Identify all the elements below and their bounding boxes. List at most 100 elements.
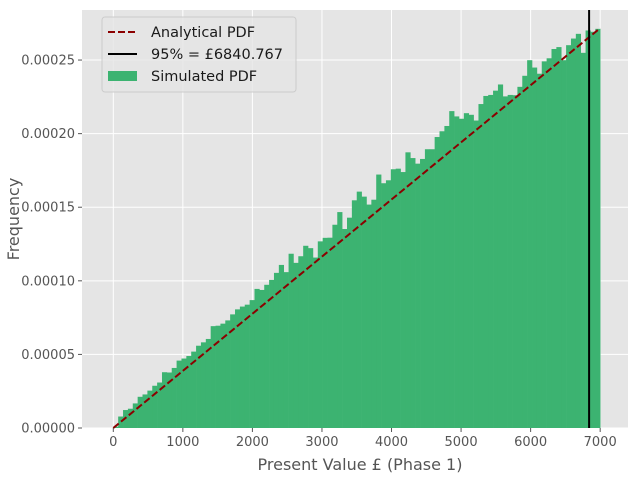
- histogram-bar: [366, 204, 372, 428]
- histogram-bar: [400, 172, 406, 428]
- histogram-bar: [483, 95, 489, 429]
- histogram-bar: [410, 158, 416, 428]
- histogram-bar: [210, 326, 216, 428]
- x-tick-label: 1000: [166, 435, 199, 450]
- histogram-bar: [556, 47, 562, 428]
- histogram-bar: [332, 224, 338, 428]
- axis-ticks: 0 1000 2000 3000 4000 5000 6000 7000 0.00000 0.00…: [21, 54, 616, 450]
- y-axis-title: Frequency: [4, 178, 23, 261]
- histogram-bar: [147, 390, 153, 428]
- histogram-bar: [395, 168, 401, 428]
- x-tick-label: 0: [109, 435, 117, 450]
- legend-label-analytical-pdf: Analytical PDF: [151, 25, 255, 41]
- histogram-bar: [356, 191, 362, 428]
- histogram-bar: [522, 75, 528, 429]
- histogram-bar: [566, 45, 572, 429]
- x-axis-title: Present Value £ (Phase 1): [258, 455, 463, 474]
- histogram-bar: [347, 217, 353, 428]
- histogram-bar: [497, 84, 504, 429]
- histogram-bar: [264, 284, 270, 428]
- histogram-bar: [532, 67, 538, 429]
- histogram-bar: [298, 256, 304, 428]
- histogram-bar: [463, 113, 470, 428]
- histogram-bar: [303, 245, 309, 428]
- histogram-bar: [317, 241, 323, 428]
- histogram-bar: [327, 237, 333, 428]
- histogram-bar: [541, 61, 547, 428]
- y-tick-label: 0.00020: [21, 127, 75, 142]
- histogram-bar: [434, 137, 440, 428]
- histogram-bar: [444, 125, 450, 428]
- x-tick-label: 6000: [514, 435, 547, 450]
- histogram-bar: [361, 196, 367, 428]
- histogram-bar: [225, 320, 231, 428]
- histogram-bar: [575, 33, 582, 429]
- histogram-bar: [449, 111, 455, 428]
- histogram-bar: [580, 52, 586, 428]
- histogram-bar: [405, 152, 411, 428]
- histogram-bar: [176, 360, 182, 428]
- histogram-bar: [254, 288, 260, 428]
- histogram-bar: [527, 60, 533, 428]
- histogram-bar: [502, 96, 508, 428]
- histogram-bar: [385, 180, 392, 428]
- histogram-bar: [488, 94, 494, 428]
- histogram-bar: [551, 49, 557, 429]
- histogram-bar: [249, 300, 255, 428]
- x-tick-label: 3000: [305, 435, 338, 450]
- histogram-bar: [493, 90, 499, 428]
- y-tick-label: 0.00010: [21, 274, 75, 289]
- histogram-bar: [454, 116, 460, 428]
- histogram-bar: [351, 200, 358, 428]
- histogram-bar: [132, 403, 138, 428]
- x-tick-label: 7000: [584, 435, 617, 450]
- histogram-bar: [512, 95, 518, 428]
- series-lines: [112, 10, 601, 429]
- histogram-bar: [429, 149, 435, 428]
- histogram-bar: [293, 262, 299, 428]
- analytical-pdf-line: [112, 27, 601, 429]
- histogram-bar: [273, 272, 280, 428]
- histogram-bar: [283, 272, 289, 428]
- histogram-bar: [420, 158, 426, 429]
- legend-label-simulated-pdf: Simulated PDF: [151, 69, 257, 85]
- histogram-bar: [142, 394, 148, 428]
- histogram-bar: [517, 86, 523, 428]
- y-tick-label: 0.00005: [21, 348, 75, 363]
- histogram-bar: [127, 408, 134, 428]
- histogram-bar: [390, 169, 396, 428]
- histogram-bar: [546, 58, 552, 428]
- histogram-bar: [152, 385, 158, 428]
- x-tick-label: 4000: [375, 435, 408, 450]
- histogram-bar: [376, 174, 382, 428]
- legend-label-percentile: 95% = £6840.767: [151, 47, 283, 63]
- histogram-bar: [278, 264, 285, 428]
- histogram-bar: [308, 248, 314, 428]
- histogram-bar: [191, 351, 197, 428]
- histogram-bars: [113, 28, 601, 429]
- histogram-bar: [259, 289, 265, 428]
- histogram-bar: [371, 199, 377, 428]
- y-tick-label: 0.00000: [21, 422, 75, 437]
- histogram-bar: [196, 345, 202, 428]
- histogram-bar: [239, 306, 246, 428]
- histogram-bar: [118, 416, 124, 428]
- histogram-bar: [200, 342, 207, 428]
- histogram-bar: [215, 325, 221, 428]
- histogram-bar: [590, 31, 596, 428]
- histogram-bar: [536, 73, 543, 428]
- histogram-bar: [415, 163, 421, 428]
- x-tick-label: 5000: [445, 435, 478, 450]
- histogram-bar: [186, 356, 192, 428]
- histogram-bar: [439, 131, 445, 428]
- histogram-bar: [595, 28, 601, 428]
- histogram-bar: [570, 38, 577, 428]
- histogram-bar: [244, 304, 250, 428]
- histogram-bar: [288, 253, 294, 428]
- histogram-bar: [381, 183, 387, 428]
- legend-swatch-simulated-pdf: [108, 71, 137, 81]
- x-tick-label: 2000: [236, 435, 269, 450]
- histogram-bar: [137, 396, 143, 428]
- histogram-bar: [161, 372, 168, 428]
- histogram-bar: [337, 212, 343, 428]
